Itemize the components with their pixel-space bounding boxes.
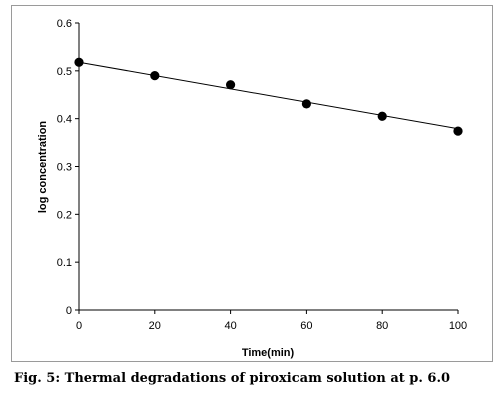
y-tick-label: 0.3 xyxy=(57,162,72,174)
axes xyxy=(78,23,458,311)
x-tick-label: 80 xyxy=(376,320,388,332)
x-tick-label: 100 xyxy=(449,320,467,332)
y-tick-label: 0.1 xyxy=(57,257,72,269)
data-point xyxy=(150,71,160,81)
y-axis-title: log concentration xyxy=(37,121,49,214)
y-tick-label: 0 xyxy=(66,305,72,317)
y-tick-label: 0.6 xyxy=(57,18,72,30)
data-points xyxy=(74,57,463,136)
x-axis-title: Time(min) xyxy=(242,347,295,359)
data-point xyxy=(301,99,311,109)
data-point xyxy=(74,57,84,67)
y-tick-label: 0.5 xyxy=(57,66,72,78)
trendline xyxy=(78,61,459,130)
x-tick-label: 0 xyxy=(76,320,82,332)
x-axis-ticks: 0 20 40 60 80 100 xyxy=(76,310,467,332)
y-tick-label: 0.2 xyxy=(57,209,72,221)
x-tick-label: 20 xyxy=(149,320,161,332)
y-tick-label: 0.4 xyxy=(57,114,72,126)
data-point xyxy=(226,80,236,90)
x-tick-label: 40 xyxy=(224,320,236,332)
x-tick-label: 60 xyxy=(300,320,312,332)
trendline-group xyxy=(78,61,459,130)
y-axis-ticks: 0 0.1 0.2 0.3 0.4 0.5 0.6 xyxy=(57,18,79,317)
data-point xyxy=(377,111,387,121)
figure-caption: Fig. 5: Thermal degradations of piroxica… xyxy=(14,371,451,386)
data-point xyxy=(453,126,463,136)
